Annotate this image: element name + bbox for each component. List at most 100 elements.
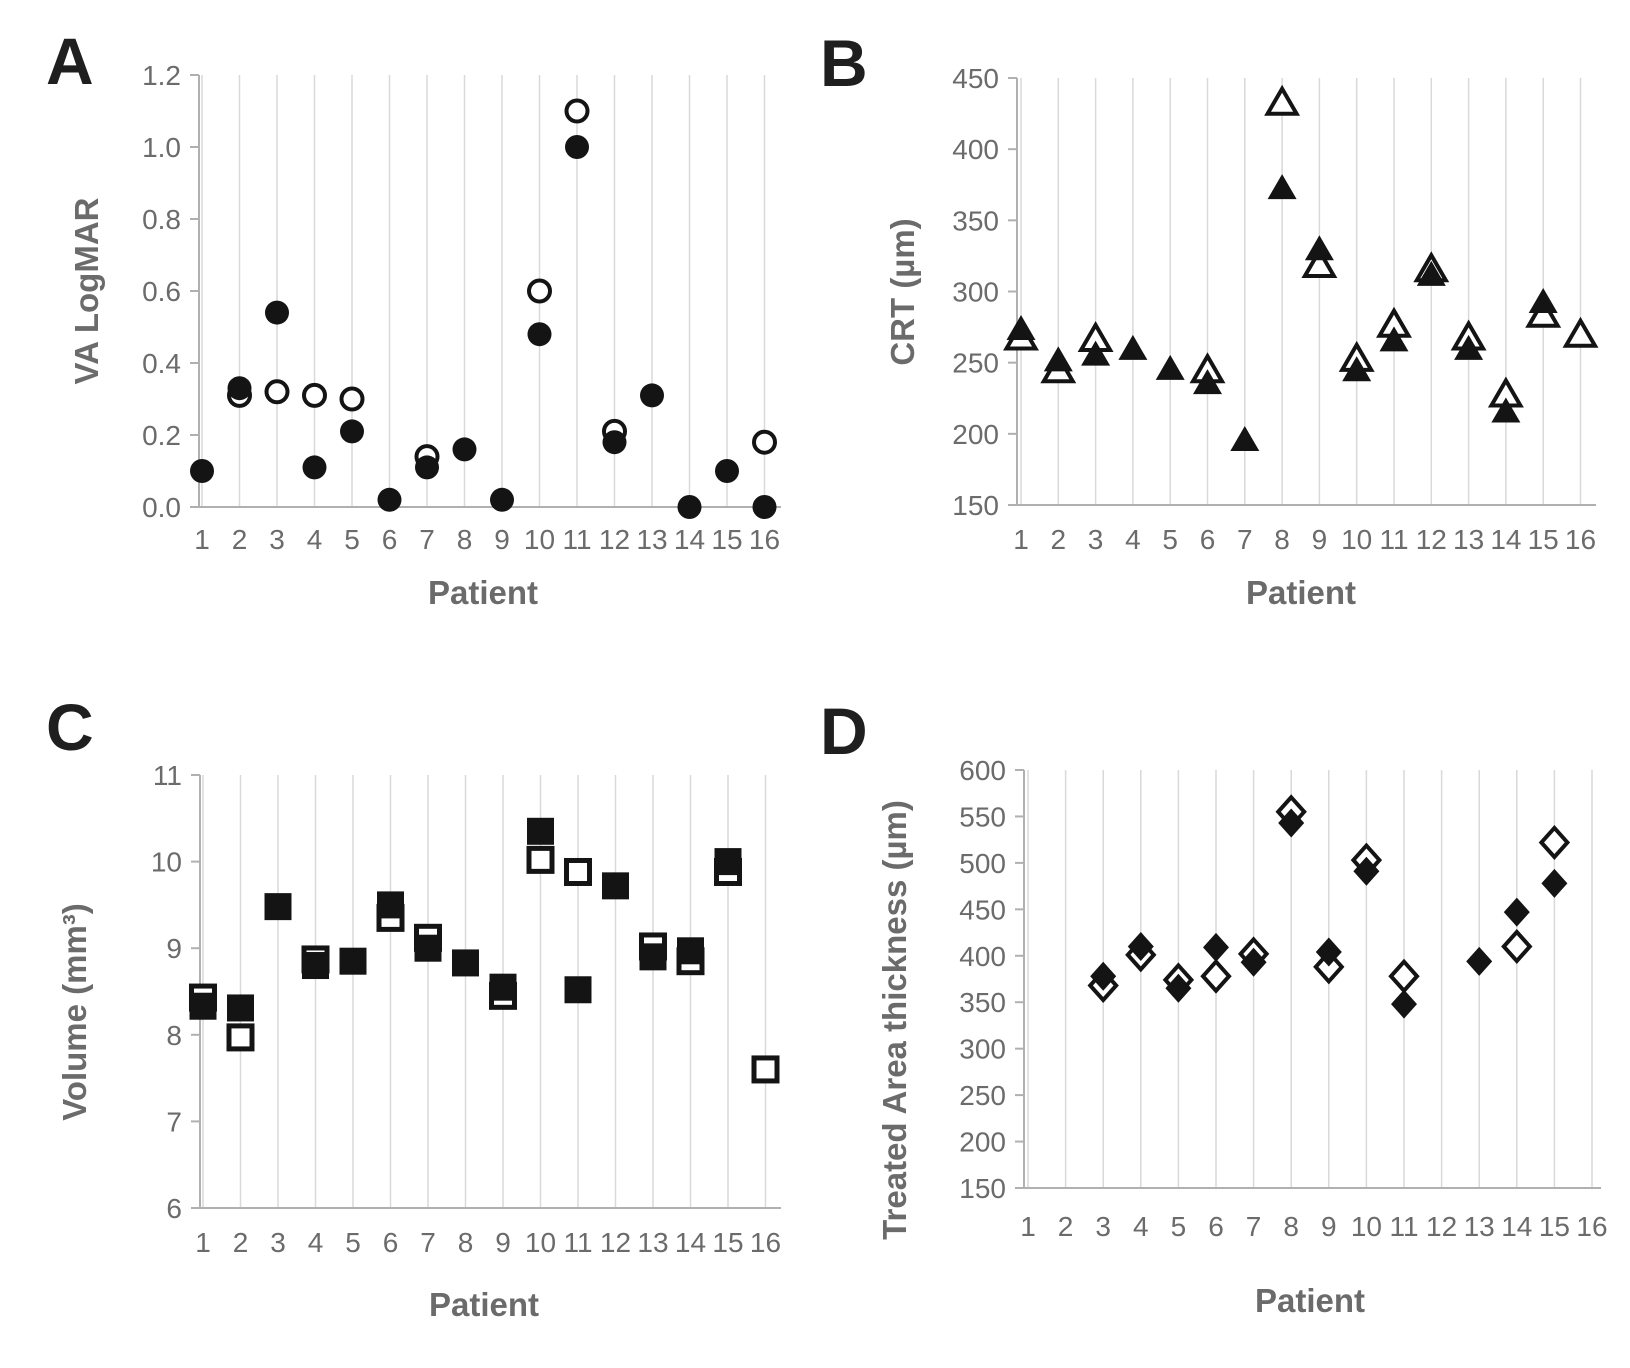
x-category-label: 8 — [1274, 524, 1290, 555]
y-tick-label: 450 — [952, 63, 999, 94]
open-diamond-marker — [1313, 949, 1345, 985]
y-tick-label: 150 — [959, 1173, 1006, 1204]
panel-a-letter: A — [46, 24, 94, 98]
open-square-marker — [564, 857, 592, 886]
x-category-label: 10 — [524, 524, 555, 555]
filled-triangle-marker — [1379, 326, 1409, 352]
y-tick-label: 0.8 — [142, 204, 181, 235]
y-tick-label: 350 — [952, 205, 999, 236]
x-category-label: 13 — [636, 524, 667, 555]
x-category-label: 15 — [1539, 1211, 1570, 1242]
panel-b-x-axis-title: Patient — [1246, 574, 1356, 611]
filled-triangle-marker — [1006, 315, 1036, 341]
open-diamond-marker — [1501, 928, 1533, 964]
y-tick-label: 0.4 — [142, 348, 181, 379]
x-category-label: 11 — [1379, 524, 1408, 555]
x-category-label: 7 — [419, 524, 435, 555]
open-diamond-marker — [1200, 958, 1232, 994]
x-category-label: 11 — [562, 524, 591, 555]
panel-d-letter: D — [820, 694, 868, 768]
x-category-label: 13 — [1453, 524, 1484, 555]
filled-square-marker — [414, 934, 442, 962]
y-tick-label: 11 — [153, 760, 182, 791]
y-tick-label: 8 — [166, 1020, 182, 1051]
y-tick-label: 150 — [952, 490, 999, 521]
panel-b: B CRT (µm) Patient 150 200 250 300 350 400 450… — [820, 26, 1599, 611]
x-category-label: 6 — [1208, 1211, 1224, 1242]
open-triangle-marker — [1264, 84, 1301, 116]
x-category-label: 2 — [232, 524, 248, 555]
x-category-label: 6 — [382, 524, 398, 555]
x-category-label: 10 — [525, 1227, 556, 1258]
open-triangle-marker — [1301, 246, 1338, 278]
x-category-label: 1 — [1013, 524, 1029, 555]
y-tick-label: 7 — [166, 1106, 182, 1137]
y-tick-label: 1.0 — [142, 132, 181, 163]
filled-circle-marker — [640, 383, 664, 408]
x-category-label: 16 — [1565, 524, 1596, 555]
y-tick-label: 250 — [952, 348, 999, 379]
y-tick-label: 200 — [952, 419, 999, 450]
x-category-label: 7 — [1246, 1211, 1262, 1242]
panel-c-y-axis-title: Volume (mm³) — [56, 903, 93, 1121]
x-category-label: 5 — [344, 524, 360, 555]
filled-diamond-marker — [1466, 946, 1493, 976]
x-category-label: 8 — [457, 524, 473, 555]
filled-circle-marker — [490, 487, 514, 512]
filled-diamond-marker — [1203, 932, 1229, 962]
filled-circle-marker — [527, 322, 552, 347]
x-category-label: 2 — [233, 1227, 249, 1258]
filled-circle-marker — [565, 135, 589, 159]
panel-d: D Treated Area thickness (µm) Patient 15… — [820, 694, 1608, 1319]
x-category-label: 12 — [1416, 524, 1447, 555]
filled-triangle-marker — [1230, 426, 1260, 452]
x-category-label: 4 — [307, 524, 323, 555]
filled-square-marker — [564, 976, 592, 1004]
filled-square-marker — [714, 848, 742, 876]
x-category-label: 9 — [1312, 524, 1328, 555]
x-category-label: 6 — [383, 1227, 399, 1258]
filled-circle-marker — [715, 459, 739, 483]
filled-square-marker — [227, 994, 254, 1022]
filled-square-marker — [452, 949, 479, 977]
open-triangle-marker — [1525, 296, 1562, 328]
filled-triangle-marker — [1342, 356, 1372, 382]
y-tick-label: 600 — [959, 755, 1006, 786]
filled-circle-marker — [602, 430, 627, 455]
filled-diamond-marker — [1503, 897, 1530, 927]
y-tick-label: 6 — [166, 1193, 182, 1224]
filled-circle-marker — [752, 495, 777, 519]
x-category-label: 9 — [1321, 1211, 1337, 1242]
open-square-marker — [526, 845, 555, 874]
y-tick-label: 350 — [959, 987, 1006, 1018]
x-category-label: 5 — [345, 1227, 361, 1258]
x-category-label: 10 — [1341, 524, 1372, 555]
filled-diamond-marker — [1090, 961, 1117, 991]
x-category-label: 5 — [1162, 524, 1178, 555]
x-category-label: 10 — [1351, 1211, 1382, 1242]
y-tick-label: 0.2 — [142, 420, 181, 451]
x-category-label: 8 — [458, 1227, 474, 1258]
panel-c-x-axis-title: Patient — [429, 1286, 539, 1323]
y-tick-label: 450 — [959, 894, 1006, 925]
x-category-label: 7 — [420, 1227, 436, 1258]
x-category-label: 13 — [637, 1227, 668, 1258]
x-category-label: 4 — [308, 1227, 324, 1258]
y-tick-label: 300 — [959, 1034, 1006, 1065]
x-category-label: 15 — [1528, 524, 1559, 555]
y-tick-label: 1.2 — [142, 60, 181, 91]
x-category-label: 8 — [1283, 1211, 1299, 1242]
x-category-label: 13 — [1464, 1211, 1495, 1242]
filled-square-marker — [302, 952, 329, 980]
filled-circle-marker — [302, 455, 327, 480]
filled-triangle-marker — [1267, 174, 1297, 200]
x-category-label: 15 — [711, 524, 742, 555]
x-category-label: 3 — [1095, 1211, 1111, 1242]
y-tick-label: 0.6 — [142, 276, 181, 307]
x-category-label: 3 — [270, 1227, 286, 1258]
x-category-label: 16 — [1576, 1211, 1607, 1242]
filled-diamond-marker — [1391, 989, 1417, 1019]
